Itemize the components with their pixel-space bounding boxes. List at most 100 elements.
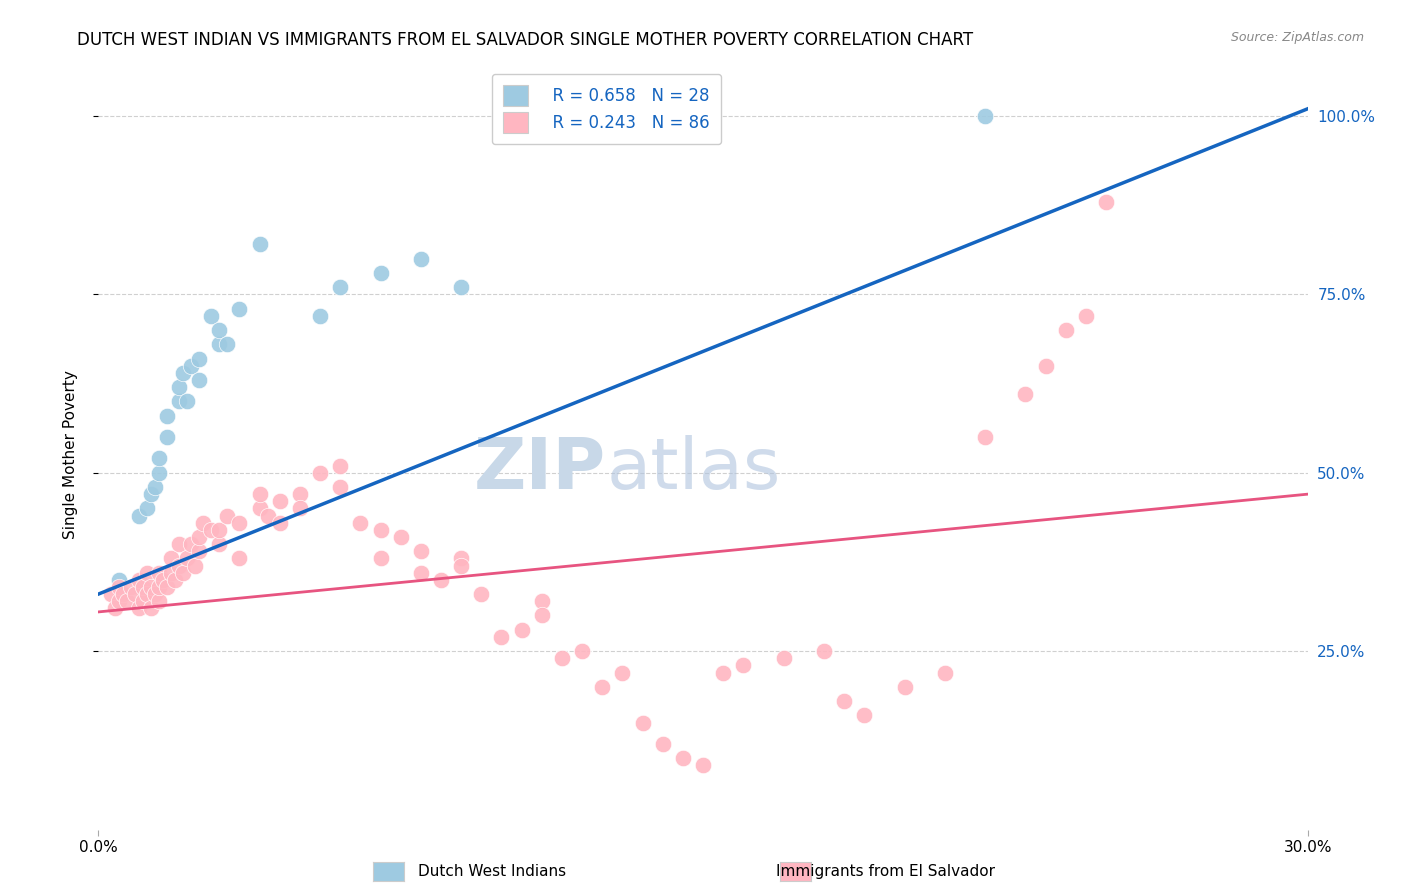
Point — [409, 252, 432, 266]
Y-axis label: Single Mother Poverty: Single Mother Poverty — [63, 370, 77, 540]
Point — [470, 587, 492, 601]
Point — [193, 516, 215, 530]
Point — [148, 594, 170, 608]
Point — [672, 751, 695, 765]
Point — [269, 494, 291, 508]
Point — [256, 508, 278, 523]
Point — [249, 487, 271, 501]
Point — [409, 544, 432, 558]
Point — [288, 501, 311, 516]
Point — [132, 580, 155, 594]
Point — [934, 665, 956, 680]
Text: Source: ZipAtlas.com: Source: ZipAtlas.com — [1230, 31, 1364, 45]
Point — [591, 680, 613, 694]
Point — [1054, 323, 1077, 337]
Point — [1014, 387, 1036, 401]
Point — [107, 594, 129, 608]
Point — [217, 337, 239, 351]
Point — [853, 708, 876, 723]
Point — [228, 551, 250, 566]
Point — [893, 680, 915, 694]
Point — [249, 237, 271, 252]
Text: Dutch West Indians: Dutch West Indians — [418, 864, 567, 879]
Point — [167, 537, 190, 551]
Point — [143, 480, 166, 494]
Point — [184, 558, 207, 573]
Point — [188, 351, 211, 366]
Point — [571, 644, 593, 658]
Point — [530, 608, 553, 623]
Point — [370, 266, 392, 280]
Point — [120, 580, 142, 594]
Point — [228, 516, 250, 530]
Point — [1074, 309, 1097, 323]
Point — [329, 458, 352, 473]
Point — [309, 309, 332, 323]
Point — [172, 366, 194, 380]
Text: DUTCH WEST INDIAN VS IMMIGRANTS FROM EL SALVADOR SINGLE MOTHER POVERTY CORRELATI: DUTCH WEST INDIAN VS IMMIGRANTS FROM EL … — [77, 31, 973, 49]
Point — [111, 587, 134, 601]
Point — [491, 630, 513, 644]
Point — [135, 566, 157, 580]
Point — [188, 530, 211, 544]
Legend:   R = 0.658   N = 28,   R = 0.243   N = 86: R = 0.658 N = 28, R = 0.243 N = 86 — [492, 74, 721, 145]
Point — [370, 523, 392, 537]
Point — [430, 573, 453, 587]
Point — [711, 665, 734, 680]
Point — [152, 573, 174, 587]
Point — [269, 516, 291, 530]
Point — [139, 580, 162, 594]
Point — [551, 651, 574, 665]
Point — [160, 551, 183, 566]
Text: atlas: atlas — [606, 435, 780, 504]
Point — [139, 601, 162, 615]
Point — [115, 594, 138, 608]
Point — [135, 501, 157, 516]
Point — [176, 394, 198, 409]
Point — [107, 573, 129, 587]
Point — [167, 558, 190, 573]
Point — [148, 580, 170, 594]
Point — [631, 715, 654, 730]
Point — [974, 430, 997, 444]
Point — [349, 516, 371, 530]
Point — [188, 373, 211, 387]
Text: ZIP: ZIP — [474, 435, 606, 504]
Point — [107, 580, 129, 594]
Point — [200, 523, 222, 537]
Point — [156, 430, 179, 444]
Point — [172, 566, 194, 580]
Point — [217, 508, 239, 523]
Point — [128, 508, 150, 523]
Point — [651, 737, 673, 751]
Point — [143, 587, 166, 601]
Point — [208, 523, 231, 537]
Point — [530, 594, 553, 608]
Point — [180, 359, 202, 373]
Point — [208, 337, 231, 351]
Point — [163, 573, 186, 587]
Point — [228, 301, 250, 316]
Point — [124, 587, 146, 601]
Point — [813, 644, 835, 658]
Point — [974, 109, 997, 123]
Point — [148, 451, 170, 466]
Point — [309, 466, 332, 480]
Point — [612, 665, 634, 680]
Point — [692, 758, 714, 772]
Point — [329, 280, 352, 294]
Point — [167, 380, 190, 394]
Point — [200, 309, 222, 323]
Point — [148, 466, 170, 480]
Point — [329, 480, 352, 494]
Point — [148, 566, 170, 580]
Point — [128, 573, 150, 587]
Point — [450, 280, 472, 294]
Point — [409, 566, 432, 580]
Point — [103, 601, 125, 615]
Point — [772, 651, 794, 665]
Point — [1035, 359, 1057, 373]
Point — [832, 694, 855, 708]
Point — [450, 558, 472, 573]
Point — [176, 551, 198, 566]
